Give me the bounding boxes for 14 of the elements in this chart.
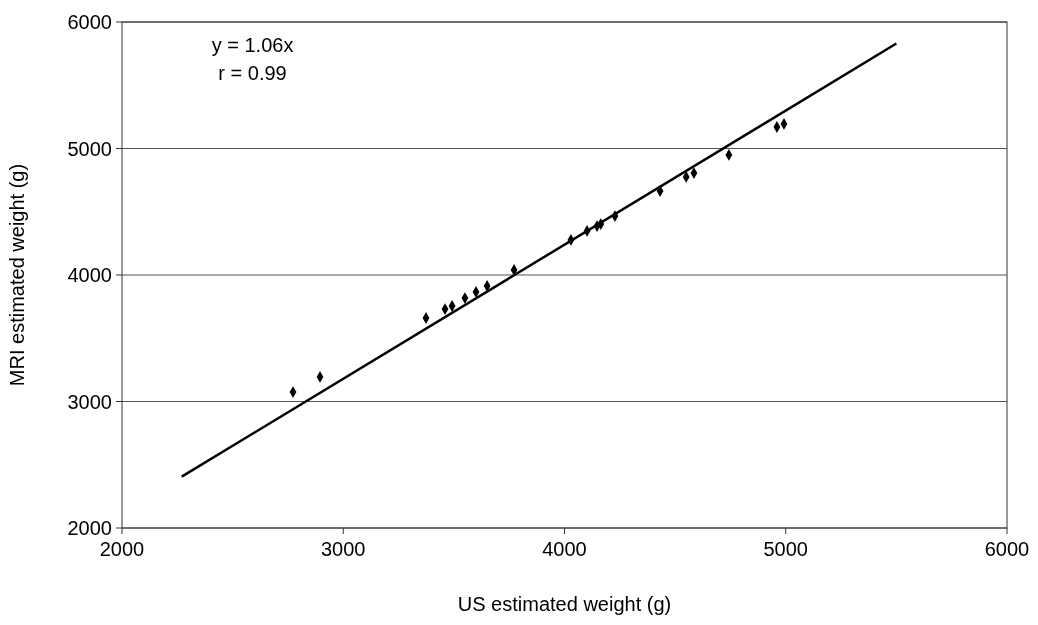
y-tick-label: 2000	[67, 517, 112, 539]
y-tick-label: 3000	[67, 390, 112, 413]
x-tick-label: 6000	[984, 538, 1030, 560]
y-axis-title: MRI estimated weight (g)	[6, 163, 28, 387]
x-tick-label: 3000	[321, 538, 366, 560]
annotation: y = 1.06x	[211, 34, 294, 56]
x-tick-label: 4000	[542, 538, 587, 560]
annotation: r = 0.99	[218, 62, 287, 84]
x-axis-title: US estimated weight (g)	[457, 593, 672, 615]
x-tick-label: 5000	[763, 538, 808, 560]
y-tick-label: 5000	[67, 137, 112, 160]
x-tick-label: 2000	[99, 538, 145, 560]
y-tick-label: 4000	[67, 264, 112, 286]
y-tick-label: 6000	[67, 11, 112, 33]
